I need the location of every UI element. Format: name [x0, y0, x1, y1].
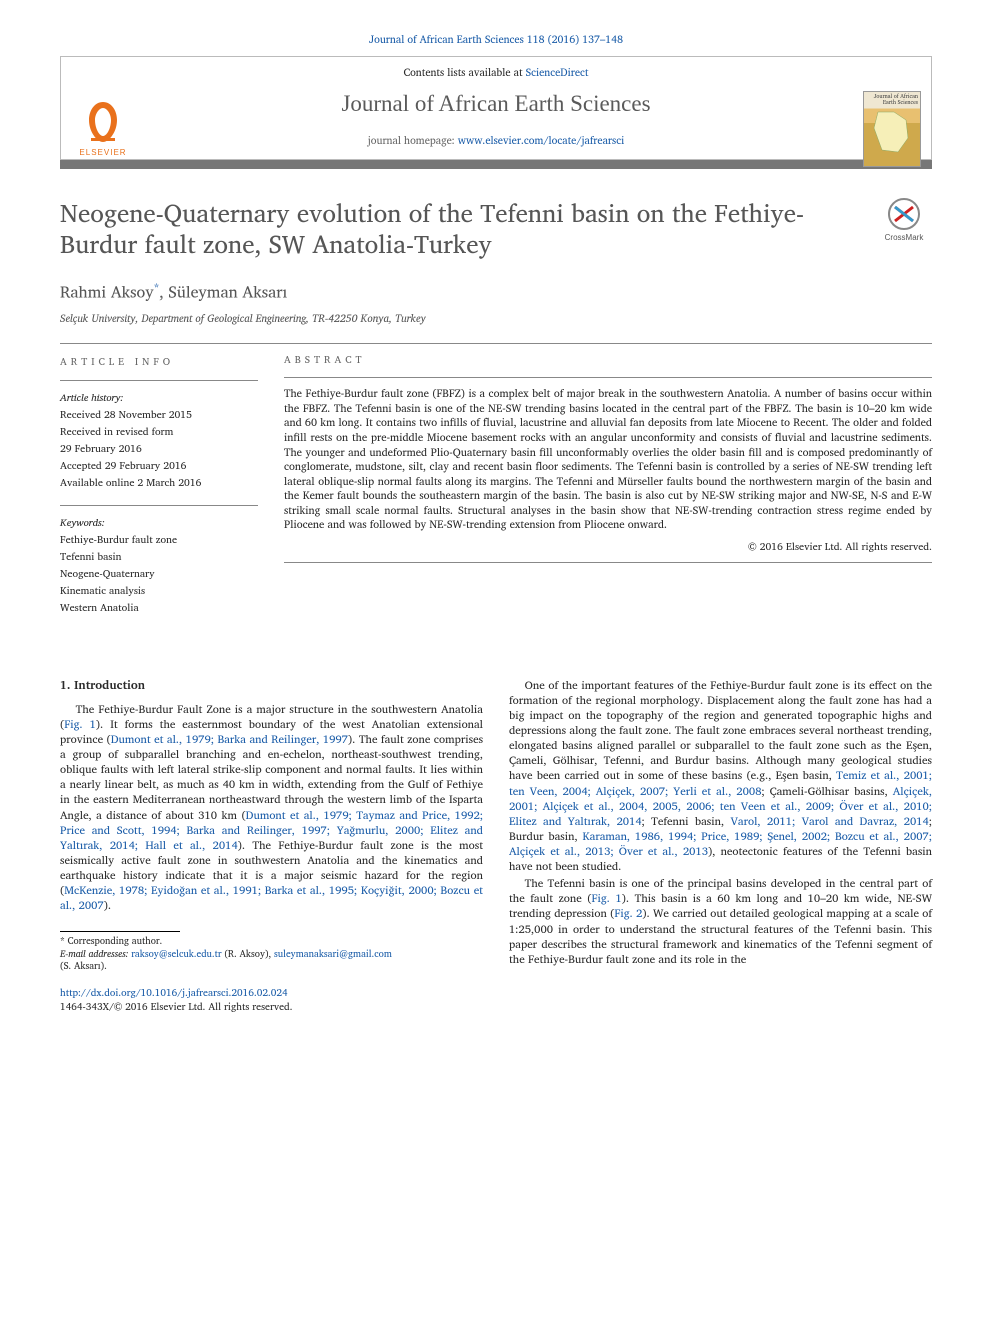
history-2: 29 February 2016	[60, 440, 142, 457]
abstract-column: ABSTRACT The Fethiye-Burdur fault zone (…	[284, 354, 932, 630]
history-label: Article history:	[60, 389, 123, 406]
ref-3[interactable]: McKenzie, 1978; Eyidoğan et al., 1991; B…	[60, 881, 483, 914]
elsevier-word: ELSEVIER	[79, 148, 126, 157]
journal-header: Contents lists available at ScienceDirec…	[60, 56, 932, 160]
article-info-heading: ARTICLE INFO	[60, 354, 258, 370]
elsevier-logo: ELSEVIER	[71, 91, 135, 163]
kw-0: Fethiye-Burdur fault zone	[60, 531, 177, 548]
sciencedirect-link[interactable]: ScienceDirect	[526, 63, 589, 81]
p1i: ).	[104, 896, 111, 914]
thick-rule	[60, 160, 932, 169]
crossmark-label: CrossMark	[885, 233, 924, 242]
footnotes: * Corresponding author. E-mail addresses…	[60, 936, 483, 973]
abstract-heading: ABSTRACT	[284, 354, 932, 368]
email-1[interactable]: raksoy@selcuk.edu.tr	[131, 947, 221, 962]
author-1: Rahmi Aksoy	[60, 279, 154, 305]
contents-prefix: Contents lists available at	[404, 63, 526, 81]
issn-line: 1464-343X/© 2016 Elsevier Ltd. All right…	[60, 1001, 483, 1015]
cover-thumb: Journal of African Earth Sciences	[863, 91, 921, 167]
kw-3: Kinematic analysis	[60, 582, 145, 599]
homepage-prefix: journal homepage:	[368, 131, 458, 149]
article-info-column: ARTICLE INFO Article history: Received 2…	[60, 354, 258, 630]
article-title: Neogene-Quaternary evolution of the Tefe…	[60, 197, 876, 260]
abstract-copyright: © 2016 Elsevier Ltd. All rights reserved…	[284, 540, 932, 554]
top-citation: Journal of African Earth Sciences 118 (2…	[60, 30, 932, 48]
history-4: Available online 2 March 2016	[60, 474, 201, 491]
cover-words: Journal of African Earth Sciences	[866, 94, 918, 106]
journal-name: Journal of African Earth Sciences	[341, 89, 650, 125]
kw-1: Tefenni basin	[60, 548, 121, 565]
kw-2: Neogene-Quaternary	[60, 565, 155, 582]
history-1: Received in revised form	[60, 423, 173, 440]
abstract-text: The Fethiye-Burdur fault zone (FBFZ) is …	[284, 386, 932, 532]
author-2: , Süleyman Aksarı	[159, 279, 287, 305]
kw-4: Western Anatolia	[60, 599, 139, 616]
doi-block: http://dx.doi.org/10.1016/j.jafrearsci.2…	[60, 987, 483, 1014]
authors: Rahmi Aksoy*, Süleyman Aksarı	[60, 278, 932, 305]
history-3: Accepted 29 February 2016	[60, 457, 186, 474]
history-0: Received 28 November 2015	[60, 406, 192, 423]
email-1-who: (R. Aksoy),	[222, 947, 274, 962]
contents-line: Contents lists available at ScienceDirec…	[61, 57, 931, 85]
affiliation: Selçuk University, Department of Geologi…	[60, 309, 932, 327]
intro-heading: 1. Introduction	[60, 678, 483, 694]
keywords-label: Keywords:	[60, 514, 105, 531]
crossmark-badge[interactable]: CrossMark	[876, 197, 932, 242]
body-text: 1. Introduction The Fethiye-Burdur Fault…	[60, 678, 932, 1014]
email-2-who: (S. Aksarı).	[60, 961, 483, 973]
rule-1	[60, 343, 932, 344]
email-2[interactable]: suleymanaksari@gmail.com	[274, 947, 392, 962]
homepage-url[interactable]: www.elsevier.com/locate/jafrearsci	[458, 131, 625, 149]
footnote-rule	[60, 931, 180, 932]
homepage-line: journal homepage: www.elsevier.com/locat…	[61, 131, 931, 159]
